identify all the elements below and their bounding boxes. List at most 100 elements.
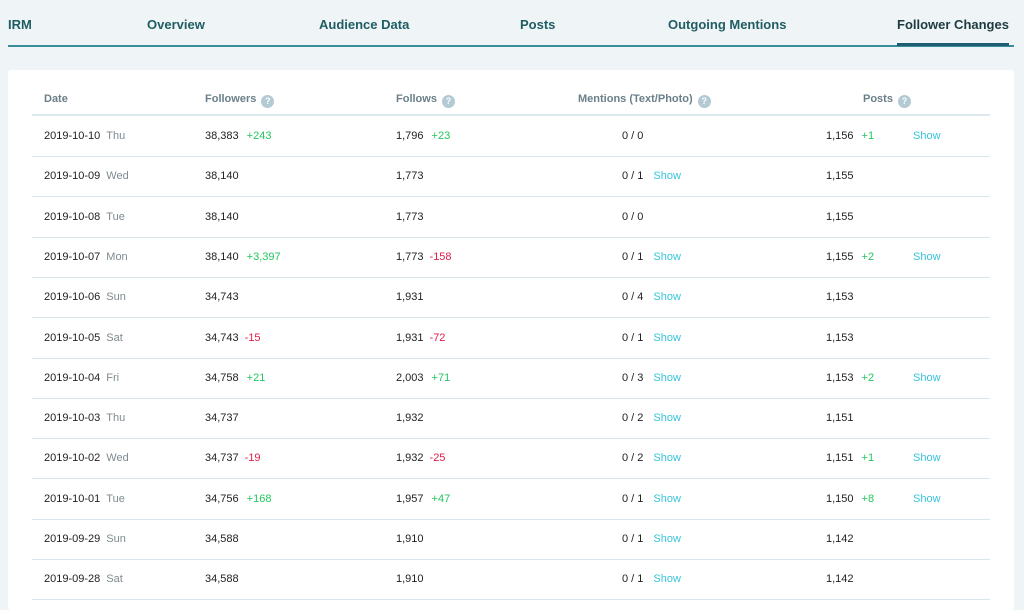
date: 2019-10-02 bbox=[44, 452, 101, 465]
posts-value: 1,142 bbox=[826, 533, 854, 545]
date: 2019-10-04 bbox=[44, 371, 101, 384]
followers-cell: 34,743 -15 bbox=[205, 332, 261, 344]
followers-cell: 34,588 bbox=[205, 573, 239, 585]
weekday: Mon bbox=[106, 250, 128, 263]
table-row: 2019-10-03 Thu 34,737 1,932 0 / 2 Show 1,151 bbox=[32, 398, 990, 440]
weekday: Tue bbox=[106, 492, 125, 505]
followers-value: 38,140 bbox=[205, 170, 239, 183]
weekday: Sun bbox=[106, 533, 126, 545]
posts-value: 1,150 bbox=[826, 492, 854, 505]
date-cell: 2019-10-02 Wed bbox=[44, 452, 129, 464]
tab-follower-changes[interactable]: Follower Changes bbox=[897, 17, 1009, 46]
help-icon[interactable]: ? bbox=[897, 95, 911, 108]
posts-value: 1,155 bbox=[826, 250, 854, 263]
top-nav: IRM Overview Audience Data Posts Outgoing Me… bbox=[8, 0, 1014, 47]
posts-value: 1,156 bbox=[826, 130, 854, 142]
posts-cell: 1,142 bbox=[826, 573, 854, 585]
mentions-show-link[interactable]: Show bbox=[653, 291, 681, 304]
date-cell: 2019-09-28 Sat bbox=[44, 573, 123, 585]
posts-cell: 1,151 +1 bbox=[826, 452, 874, 464]
posts-show-link[interactable]: Show bbox=[913, 452, 941, 465]
date-cell: 2019-10-04 Fri bbox=[44, 372, 119, 384]
mentions-value: 0 / 1 bbox=[622, 250, 644, 263]
posts-value: 1,151 bbox=[826, 412, 854, 425]
posts-cell: 1,153 bbox=[826, 332, 854, 344]
help-icon[interactable]: ? bbox=[261, 95, 275, 108]
mentions-cell: 0 / 2 Show bbox=[622, 412, 681, 424]
posts-change: +8 bbox=[861, 492, 875, 505]
follows-change: +47 bbox=[431, 492, 451, 505]
mentions-cell: 0 / 1 Show bbox=[622, 533, 681, 545]
mentions-cell: 0 / 1 Show bbox=[622, 332, 681, 344]
posts-show-link[interactable]: Show bbox=[913, 492, 941, 505]
date: 2019-10-10 bbox=[44, 130, 101, 142]
mentions-show-link[interactable]: Show bbox=[653, 170, 681, 183]
mentions-cell: 0 / 0 bbox=[622, 130, 643, 142]
table-row: 2019-10-02 Wed 34,737 -19 1,932 -25 0 / 2 Show 1… bbox=[32, 438, 990, 480]
followers-change: -19 bbox=[244, 452, 261, 465]
date-cell: 2019-10-09 Wed bbox=[44, 170, 129, 182]
posts-cell: 1,155 bbox=[826, 170, 854, 182]
header-follows: Follows? bbox=[396, 93, 455, 108]
mentions-value: 0 / 2 bbox=[622, 452, 644, 465]
weekday: Sat bbox=[106, 331, 123, 344]
posts-show-link[interactable]: Show bbox=[913, 130, 941, 142]
followers-cell: 34,737 bbox=[205, 412, 239, 424]
date-cell: 2019-09-29 Sun bbox=[44, 533, 126, 545]
mentions-cell: 0 / 1 Show bbox=[622, 170, 681, 182]
mentions-show-link[interactable]: Show bbox=[653, 371, 681, 384]
follows-cell: 1,773 bbox=[396, 211, 424, 223]
followers-cell: 34,756 +168 bbox=[205, 493, 271, 505]
date-cell: 2019-10-03 Thu bbox=[44, 412, 125, 424]
mentions-value: 0 / 3 bbox=[622, 371, 644, 384]
follows-value: 1,773 bbox=[396, 250, 424, 263]
posts-show-link[interactable]: Show bbox=[913, 371, 941, 384]
follows-value: 1,796 bbox=[396, 130, 424, 142]
tab-outgoing-mentions[interactable]: Outgoing Mentions bbox=[668, 17, 787, 32]
follows-change: -158 bbox=[429, 250, 452, 263]
follows-cell: 1,773 bbox=[396, 170, 424, 182]
mentions-value: 0 / 1 bbox=[622, 573, 644, 586]
weekday: Sat bbox=[106, 573, 123, 586]
followers-value: 34,737 bbox=[205, 452, 239, 465]
tab-irm[interactable]: IRM bbox=[8, 17, 32, 32]
help-icon[interactable]: ? bbox=[697, 95, 711, 108]
mentions-show-link[interactable]: Show bbox=[653, 331, 681, 344]
follows-value: 1,773 bbox=[396, 170, 424, 183]
mentions-cell: 0 / 0 bbox=[622, 211, 643, 223]
tab-audience-data[interactable]: Audience Data bbox=[319, 17, 410, 32]
table-header: Date Followers? Follows? Mentions (Text/… bbox=[32, 70, 990, 116]
mentions-show-link[interactable]: Show bbox=[653, 492, 681, 505]
mentions-show-link[interactable]: Show bbox=[653, 250, 681, 263]
mentions-value: 0 / 1 bbox=[622, 331, 644, 344]
mentions-show-link[interactable]: Show bbox=[653, 412, 681, 425]
follows-value: 1,931 bbox=[396, 291, 424, 304]
help-icon[interactable]: ? bbox=[441, 95, 455, 108]
follower-changes-table: Date Followers? Follows? Mentions (Text/… bbox=[8, 70, 1014, 610]
follows-cell: 1,910 bbox=[396, 533, 424, 545]
header-posts: Posts? bbox=[863, 93, 911, 108]
followers-cell: 34,737 -19 bbox=[205, 452, 261, 464]
tab-posts[interactable]: Posts bbox=[520, 17, 556, 32]
table-row: 2019-10-08 Tue 38,140 1,773 0 / 0 1,155 bbox=[32, 197, 990, 238]
date: 2019-10-03 bbox=[44, 412, 101, 425]
mentions-show-link[interactable]: Show bbox=[653, 533, 681, 545]
follows-cell: 2,003 +71 bbox=[396, 372, 450, 384]
date-cell: 2019-10-05 Sat bbox=[44, 332, 123, 344]
mentions-show-link[interactable]: Show bbox=[653, 573, 681, 586]
followers-change: +3,397 bbox=[246, 250, 281, 263]
followers-value: 34,758 bbox=[205, 371, 239, 384]
mentions-value: 0 / 1 bbox=[622, 492, 644, 505]
header-date: Date bbox=[44, 93, 68, 105]
table-row: 2019-10-10 Thu 38,383 +243 1,796 +23 0 / 0 1,15… bbox=[32, 116, 990, 157]
table-row: 2019-10-01 Tue 34,756 +168 1,957 +47 0 / 1 Show… bbox=[32, 479, 990, 520]
mentions-show-link[interactable]: Show bbox=[653, 452, 681, 465]
posts-show-link[interactable]: Show bbox=[913, 250, 941, 263]
posts-value: 1,153 bbox=[826, 291, 854, 304]
header-mentions: Mentions (Text/Photo)? bbox=[578, 93, 711, 108]
weekday: Thu bbox=[106, 130, 126, 142]
date: 2019-09-28 bbox=[44, 573, 101, 586]
follows-value: 1,931 bbox=[396, 331, 424, 344]
tab-overview[interactable]: Overview bbox=[147, 17, 205, 32]
table-row: 2019-10-07 Mon 38,140 +3,397 1,773 -158 0 / 1 S… bbox=[32, 237, 990, 278]
